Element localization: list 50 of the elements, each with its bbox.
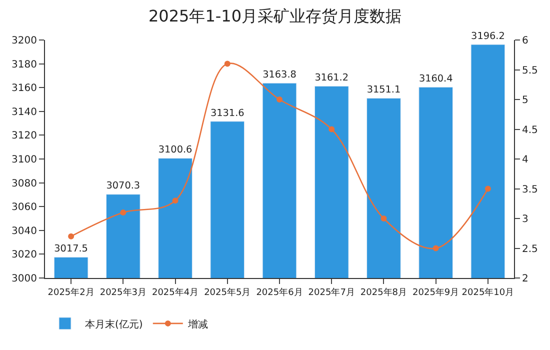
y-tick-label: 3040 <box>12 226 37 237</box>
y2-tick-label: 4.5 <box>522 124 538 136</box>
chart-title: 2025年1-10月采矿业存货月度数据 <box>148 6 402 26</box>
x-tick-label: 2025年8月 <box>360 286 408 298</box>
x-tick-label: 2025年9月 <box>412 286 460 298</box>
legend-label: 本月末(亿元) <box>85 318 143 330</box>
y-tick-label: 3200 <box>12 36 37 46</box>
point <box>380 216 387 222</box>
y2-tick-label: 6 <box>522 36 528 46</box>
point <box>328 126 335 132</box>
data-label: 3163.8 <box>262 69 296 80</box>
data-label: 3151.1 <box>366 84 401 96</box>
y-tick-label: 3120 <box>12 130 37 142</box>
x-tick-label: 2025年6月 <box>256 286 303 298</box>
x-tick-label: 2025年3月 <box>100 286 146 298</box>
y-tick-label: 3140 <box>12 106 37 118</box>
point <box>484 186 491 192</box>
x-tick-label: 2025年5月 <box>204 286 251 298</box>
y2-tick-label: 5 <box>522 95 528 106</box>
y-tick-label: 3180 <box>12 59 37 70</box>
y2-tick-label: 3 <box>522 214 528 225</box>
point <box>224 60 230 67</box>
y2-tick-label: 5.5 <box>522 65 538 76</box>
data-label: 3161.2 <box>314 72 349 84</box>
data-label: 3017.5 <box>54 244 88 255</box>
x-tick-label: 2025年10月 <box>462 286 514 298</box>
point <box>172 198 178 204</box>
data-label: 3100.6 <box>158 144 192 156</box>
data-label: 3070.3 <box>106 180 140 192</box>
point <box>120 210 126 216</box>
x-tick-label: 2025年2月 <box>48 286 94 298</box>
y2-tick-label: 2.5 <box>522 244 538 255</box>
legend-label: 增减 <box>186 318 208 330</box>
y-tick-label: 3020 <box>12 250 37 261</box>
y-tick-label: 3000 <box>12 274 37 284</box>
y2-tick-label: 4 <box>522 154 528 166</box>
x-tick-label: 2025年7月 <box>308 286 355 298</box>
y2-tick-label: 2 <box>522 274 528 284</box>
data-label: 3196.2 <box>471 30 505 42</box>
point <box>276 96 282 102</box>
x-tick-label: 2025年4月 <box>152 286 199 298</box>
data-label: 3160.4 <box>418 73 453 84</box>
y-tick-label: 3100 <box>12 154 37 166</box>
y2-tick-label: 3.5 <box>522 184 538 196</box>
y-tick-label: 3160 <box>12 83 37 94</box>
y-tick-label: 3080 <box>12 178 37 190</box>
point <box>68 233 74 240</box>
point <box>432 245 439 252</box>
data-label: 3131.6 <box>210 108 244 119</box>
y-tick-label: 3060 <box>12 202 37 214</box>
